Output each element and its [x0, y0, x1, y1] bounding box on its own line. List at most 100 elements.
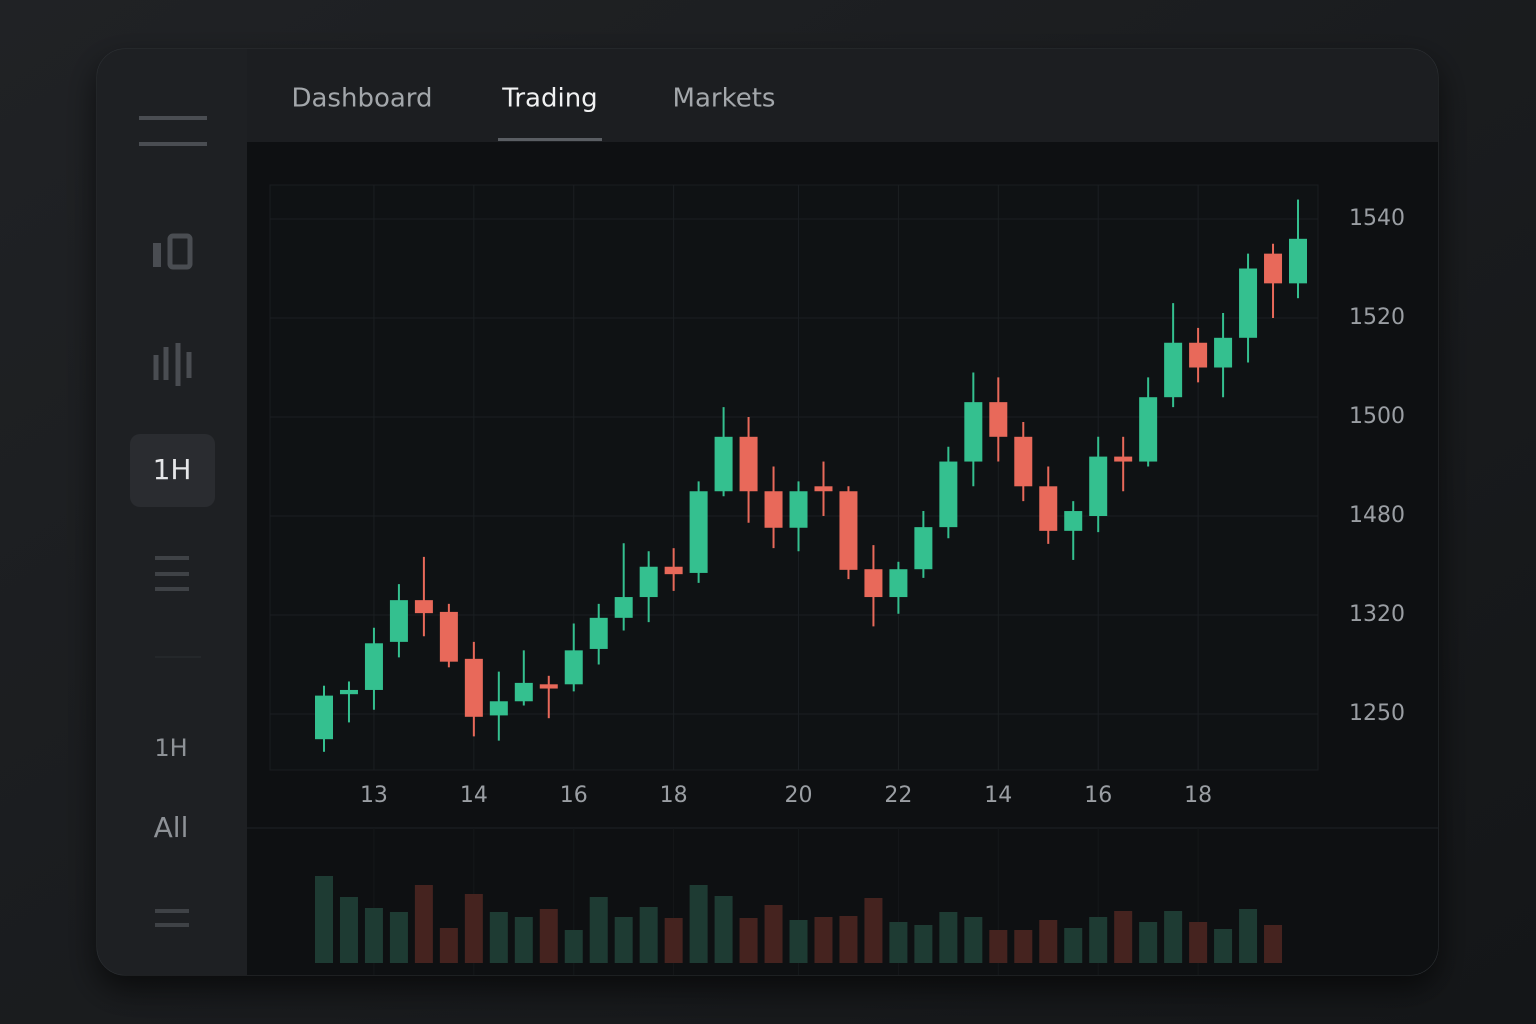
candle-body: [1114, 456, 1133, 462]
volume-bar: [1039, 920, 1058, 963]
candle-body: [339, 689, 358, 695]
x-tick-label: 16: [560, 783, 588, 808]
candle-body: [864, 569, 883, 598]
candle-body: [814, 486, 833, 492]
menu-icon[interactable]: [139, 116, 207, 146]
candle-body: [514, 682, 533, 702]
candlestick-chart: 1250 1320 1480 1500 1520 1540 13 14 16 18 20 22 14 16…: [270, 185, 1405, 975]
tab[interactable]: Trading: [501, 84, 597, 114]
y-tick-label: 1540: [1349, 206, 1405, 231]
volume-bar: [664, 918, 683, 963]
x-tick-label: 14: [460, 783, 488, 808]
volume-bar: [689, 885, 708, 963]
sidebar: [97, 49, 247, 975]
volume-bar: [389, 912, 408, 963]
volume-bar: [1164, 911, 1183, 963]
candle-body: [315, 695, 333, 740]
volume-bar: [714, 896, 733, 963]
candle-body: [764, 491, 783, 528]
volume-bar: [814, 917, 833, 963]
candle-body: [789, 491, 808, 528]
more-icon[interactable]: [155, 909, 189, 927]
candle-body: [1239, 268, 1258, 338]
y-tick-label: 1320: [1349, 602, 1405, 627]
volume-bar: [414, 885, 433, 963]
candle-body: [414, 600, 433, 614]
volume-bar: [1214, 929, 1233, 963]
option-label[interactable]: All: [154, 811, 189, 844]
plot-area: [269, 184, 1319, 771]
chart-icon[interactable]: [153, 343, 192, 386]
candle-body: [1214, 337, 1233, 368]
volume-bar: [939, 912, 958, 963]
volume-bar: [339, 897, 358, 963]
y-tick-label: 1480: [1349, 503, 1405, 528]
volume-bar: [964, 917, 983, 963]
volume-bar: [914, 925, 933, 963]
candle-body: [439, 611, 458, 662]
candle-body: [489, 701, 508, 716]
candle-body: [889, 569, 908, 598]
volume-bar: [1239, 909, 1258, 963]
volume-bar: [989, 930, 1008, 963]
volume-bar: [589, 897, 608, 963]
x-tick-label: 13: [360, 783, 388, 808]
list-icon[interactable]: [155, 556, 189, 591]
candle-body: [1189, 342, 1208, 368]
option-label[interactable]: 1H: [154, 734, 187, 762]
candle-body: [464, 658, 483, 717]
tab[interactable]: Dashboard: [291, 84, 432, 114]
y-tick-label: 1250: [1349, 701, 1405, 726]
candle-body: [1139, 397, 1158, 462]
cards-icon[interactable]: [153, 233, 193, 270]
candle-body: [589, 617, 608, 649]
candle-body: [389, 600, 408, 642]
candle-body: [564, 650, 583, 685]
timeframe-button[interactable]: [130, 434, 215, 507]
x-tick-label: 16: [1084, 783, 1112, 808]
candle-body: [1089, 456, 1108, 516]
candle-body: [989, 402, 1008, 437]
volume-bar: [364, 908, 383, 963]
volume-bar: [539, 909, 558, 963]
volume-bar: [839, 916, 858, 963]
volume-bar: [514, 917, 533, 963]
candle-body: [839, 491, 858, 570]
volume-bar: [1264, 925, 1283, 963]
candle-body: [1064, 511, 1083, 531]
candle-body: [964, 402, 983, 462]
volume-bar: [614, 917, 633, 963]
candle-body: [664, 566, 683, 575]
volume-bar: [464, 894, 483, 963]
candle-body: [1014, 436, 1033, 487]
volume-bar: [1064, 928, 1083, 963]
candle-body: [364, 643, 383, 690]
volume-bar: [639, 907, 658, 963]
candle-body: [1164, 342, 1183, 398]
y-tick-label: 1500: [1349, 404, 1405, 429]
volume-bar: [1189, 922, 1208, 963]
candle-body: [1289, 238, 1307, 284]
volume-bar: [739, 918, 758, 963]
volume-bar: [1139, 922, 1158, 963]
volume-bar: [564, 930, 583, 963]
candle-body: [739, 436, 758, 492]
volume-bar: [764, 905, 783, 963]
candle-body: [689, 491, 708, 573]
x-tick-label: 18: [1184, 783, 1212, 808]
x-tick-label: 22: [884, 783, 912, 808]
candle-body: [639, 566, 658, 598]
x-tick-label: 20: [785, 783, 813, 808]
volume-bar: [864, 898, 883, 963]
volume-bar: [489, 912, 508, 963]
candle-body: [714, 436, 733, 492]
volume-bar: [315, 876, 333, 963]
volume-bar: [889, 922, 908, 963]
active-tab-indicator: [498, 138, 602, 141]
top-bar: [247, 49, 1438, 142]
tab[interactable]: Markets: [673, 84, 776, 114]
timeframe-label[interactable]: 1H: [153, 453, 192, 486]
candle-body: [914, 527, 933, 570]
